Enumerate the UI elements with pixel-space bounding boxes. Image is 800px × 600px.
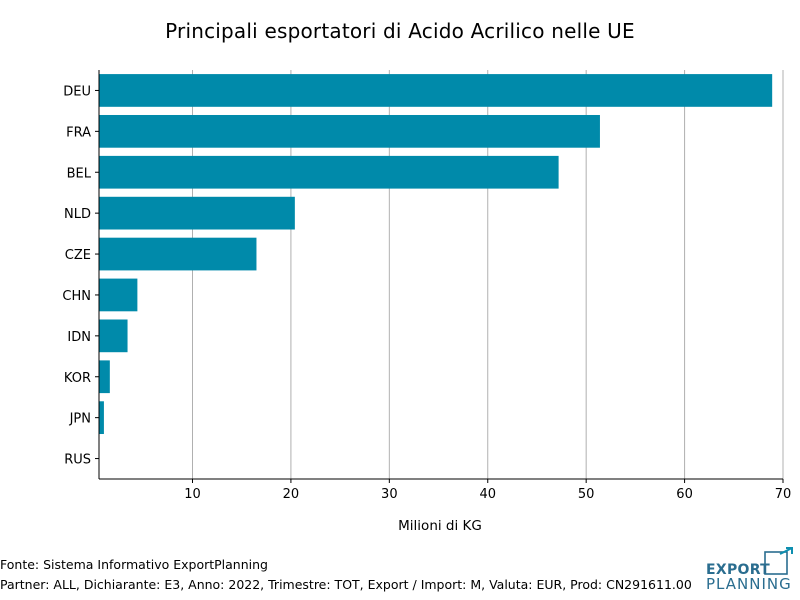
logo-text-export: EXPORT bbox=[706, 562, 771, 578]
bar-chn bbox=[99, 278, 138, 312]
x-tick-label-50: 50 bbox=[578, 487, 595, 502]
chart-title: Principali esportatori di Acido Acrilico… bbox=[165, 19, 635, 43]
y-tick-label-jpn: JPN bbox=[69, 412, 91, 427]
bar-nld bbox=[99, 196, 295, 230]
bar-bel bbox=[99, 155, 559, 189]
y-tick-label-nld: NLD bbox=[64, 207, 91, 222]
y-tick-label-fra: FRA bbox=[66, 125, 91, 140]
y-tick-label-idn: IDN bbox=[67, 330, 91, 345]
logo-mark-icon bbox=[764, 547, 793, 575]
x-tick-label-30: 30 bbox=[381, 487, 398, 502]
y-tick-label-bel: BEL bbox=[67, 166, 92, 181]
exportplanning-logo: EXPORT PLANNING bbox=[706, 546, 798, 594]
y-tick-label-cze: CZE bbox=[65, 248, 91, 263]
x-tick-label-20: 20 bbox=[283, 487, 300, 502]
footer-source: Fonte: Sistema Informativo ExportPlannin… bbox=[0, 557, 268, 572]
x-tick-label-10: 10 bbox=[184, 487, 201, 502]
footer-partner: Partner: ALL, Dichiarante: E3, Anno: 202… bbox=[0, 577, 692, 592]
bar-fra bbox=[99, 114, 600, 148]
y-tick-label-chn: CHN bbox=[62, 289, 91, 304]
x-tick-label-60: 60 bbox=[676, 487, 693, 502]
y-tick-label-deu: DEU bbox=[63, 84, 91, 99]
bar-deu bbox=[99, 74, 773, 107]
x-tick-label-70: 70 bbox=[775, 487, 792, 502]
logo-text-planning: PLANNING bbox=[706, 575, 792, 593]
x-tick-label-40: 40 bbox=[479, 487, 496, 502]
bar-kor bbox=[99, 360, 110, 394]
bar-jpn bbox=[99, 401, 104, 435]
y-tick-label-kor: KOR bbox=[64, 371, 91, 386]
bar-cze bbox=[99, 237, 257, 271]
x-axis-label: Milioni di KG bbox=[398, 518, 482, 534]
bar-idn bbox=[99, 319, 128, 353]
y-tick-label-rus: RUS bbox=[64, 453, 91, 468]
